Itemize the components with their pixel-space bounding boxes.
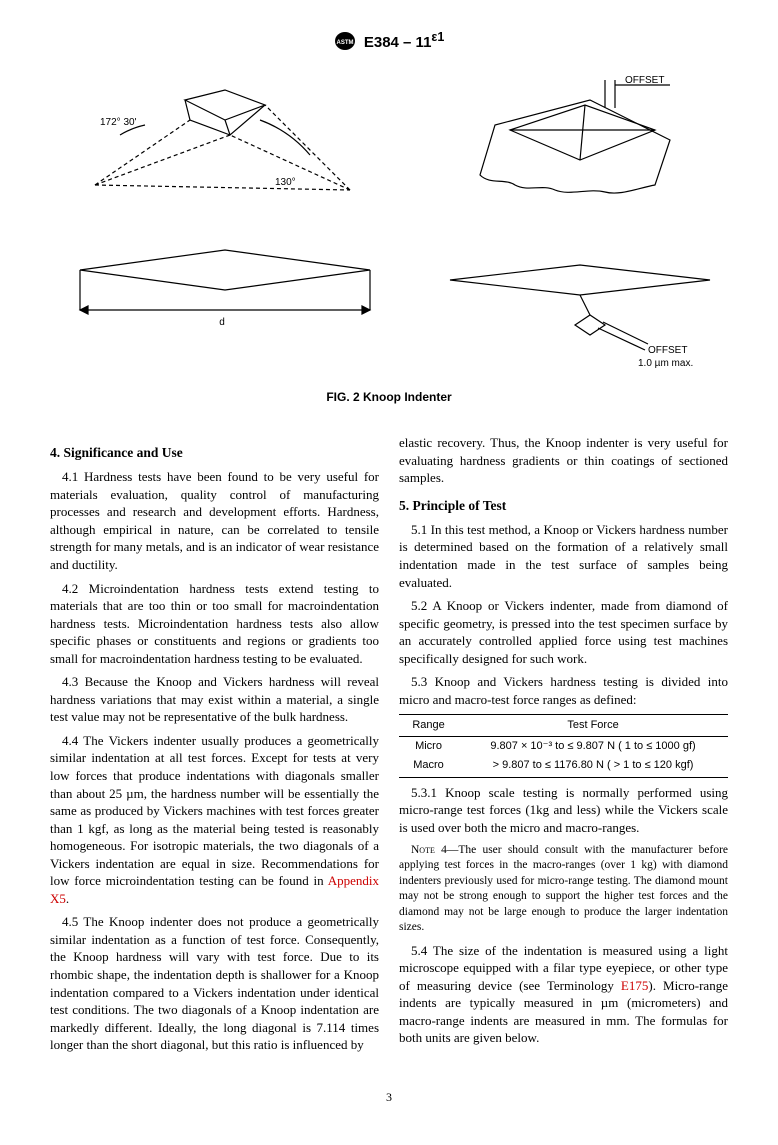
para-5-3-1: 5.3.1 Knoop scale testing is normally pe… — [399, 784, 728, 837]
para-4-4: 4.4 The Vickers indenter usually produce… — [50, 732, 379, 907]
cell-macro-range: Macro — [399, 756, 458, 777]
para-4-2: 4.2 Microindentation hardness tests exte… — [50, 580, 379, 668]
para-4-4-text-a: 4.4 The Vickers indenter usually produce… — [50, 733, 379, 888]
section-4-heading: 4. Significance and Use — [50, 444, 379, 462]
page-number: 3 — [50, 1090, 728, 1105]
figure-caption: FIG. 2 Knoop Indenter — [50, 390, 728, 404]
note-4-text: The user should consult with the manufac… — [399, 844, 728, 934]
cell-macro-force: > 9.807 to ≤ 1176.80 N ( > 1 to ≤ 120 kg… — [458, 756, 728, 777]
page-container: ASTM E384 – 11ε1 172° 30' — [0, 0, 778, 1145]
para-4-3: 4.3 Because the Knoop and Vickers hardne… — [50, 673, 379, 726]
table-header-force: Test Force — [458, 715, 728, 737]
table-row: Macro > 9.807 to ≤ 1176.80 N ( > 1 to ≤ … — [399, 756, 728, 777]
para-5-4: 5.4 The size of the indentation is measu… — [399, 942, 728, 1047]
para-4-1: 4.1 Hardness tests have been found to be… — [50, 468, 379, 573]
left-column: 4. Significance and Use 4.1 Hardness tes… — [50, 434, 379, 1060]
para-4-4-text-b: . — [66, 891, 69, 906]
document-header: ASTM E384 – 11ε1 — [50, 30, 728, 55]
astm-logo-icon: ASTM — [334, 31, 356, 55]
knoop-indenter-figure: 172° 30' 130° d — [50, 70, 728, 380]
cell-micro-range: Micro — [399, 737, 458, 756]
note-4: Note 4—The user should consult with the … — [399, 843, 728, 936]
offset-value-label: 1.0 µm max. — [638, 358, 693, 369]
designation-text: E384 – 11 — [364, 34, 432, 51]
section-5-heading: 5. Principle of Test — [399, 497, 728, 515]
offset-top-label: OFFSET — [625, 75, 664, 86]
note-4-label: Note 4— — [411, 844, 458, 856]
two-column-body: 4. Significance and Use 4.1 Hardness tes… — [50, 434, 728, 1060]
e175-link[interactable]: E175 — [621, 978, 648, 993]
angle-130-label: 130° — [275, 177, 296, 188]
figure-2-area: 172° 30' 130° d — [50, 70, 728, 404]
test-force-table: Range Test Force Micro 9.807 × 10⁻³ to ≤… — [399, 714, 728, 778]
table-header-range: Range — [399, 715, 458, 737]
offset-bottom-label: OFFSET — [648, 345, 687, 356]
para-4-5: 4.5 The Knoop indenter does not produce … — [50, 913, 379, 1053]
para-4-5-continued: elastic recovery. Thus, the Knoop indent… — [399, 434, 728, 487]
svg-text:ASTM: ASTM — [336, 40, 353, 46]
para-5-1: 5.1 In this test method, a Knoop or Vick… — [399, 521, 728, 591]
right-column: elastic recovery. Thus, the Knoop indent… — [399, 434, 728, 1060]
angle-172-label: 172° 30' — [100, 117, 137, 128]
dimension-d-label: d — [219, 317, 225, 328]
table-row: Micro 9.807 × 10⁻³ to ≤ 9.807 N ( 1 to ≤… — [399, 737, 728, 756]
designation-superscript: ε1 — [431, 30, 444, 44]
para-5-2: 5.2 A Knoop or Vickers indenter, made fr… — [399, 597, 728, 667]
para-5-3: 5.3 Knoop and Vickers hardness testing i… — [399, 673, 728, 708]
cell-micro-force: 9.807 × 10⁻³ to ≤ 9.807 N ( 1 to ≤ 1000 … — [458, 737, 728, 756]
